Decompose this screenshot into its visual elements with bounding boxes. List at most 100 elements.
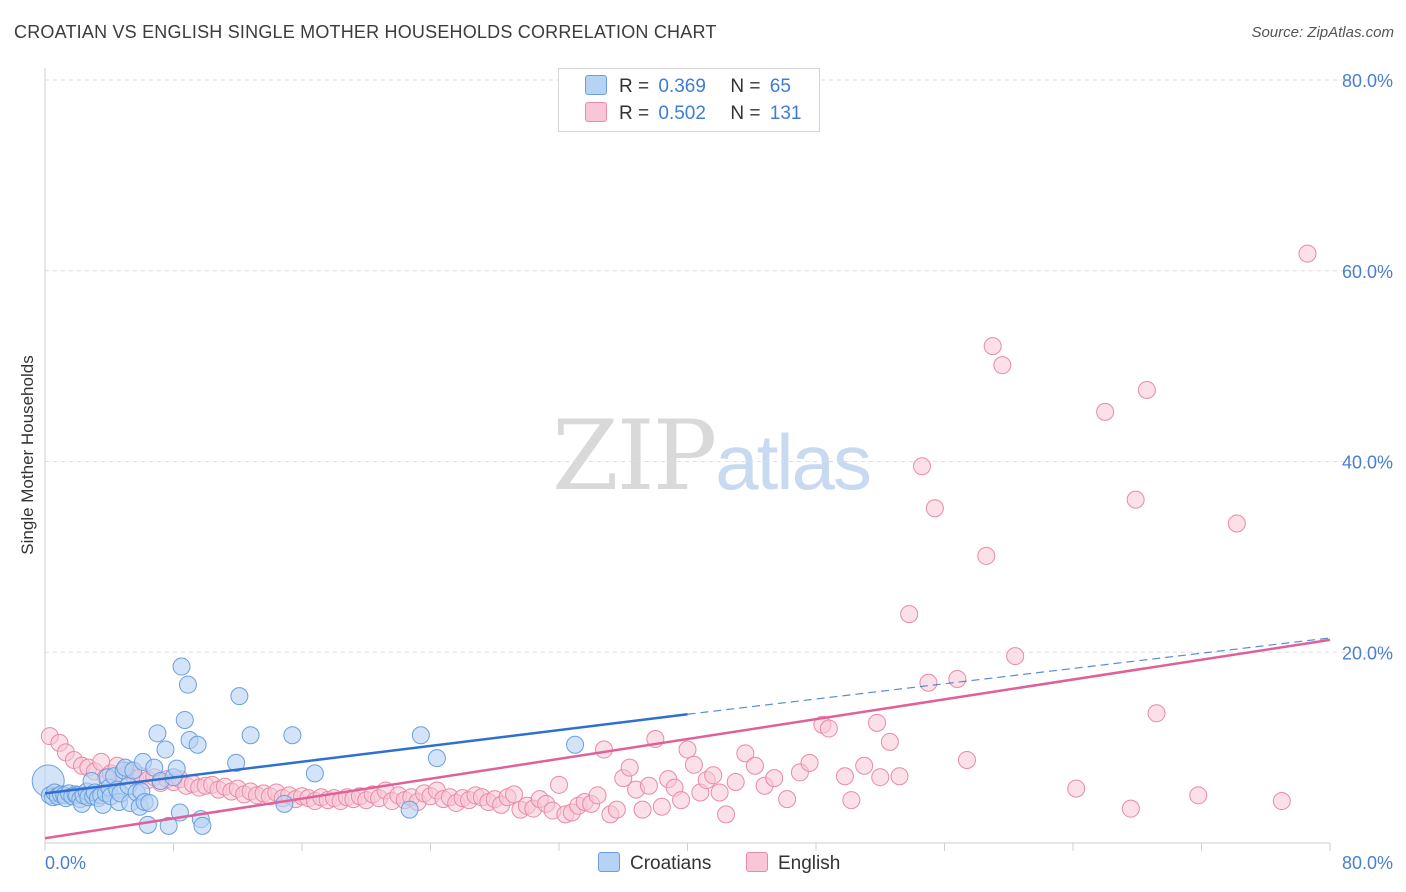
- croatian-point: [230, 687, 249, 706]
- english-legend-label: English: [778, 853, 841, 874]
- croatian-point: [148, 724, 167, 743]
- croatian-point: [175, 710, 194, 729]
- english-point: [765, 769, 784, 788]
- croatian-point: [241, 726, 260, 745]
- y-tick-label: 80.0%: [1342, 71, 1393, 91]
- croatian-point: [400, 800, 419, 819]
- english-point: [957, 751, 976, 770]
- english-point: [855, 756, 874, 775]
- english-point: [835, 767, 854, 786]
- english-point: [919, 673, 938, 692]
- english-point: [639, 776, 658, 795]
- croatian-point: [188, 735, 207, 754]
- croatian-point: [138, 815, 157, 834]
- croatian-point: [167, 759, 186, 778]
- legend-row-croatians: R = 0.369 N = 65: [585, 75, 791, 99]
- tick-labels: 20.0% 40.0% 60.0% 80.0% 0.0% 80.0%: [45, 71, 1393, 873]
- english-point: [900, 605, 919, 624]
- croatian-point: [140, 793, 159, 812]
- english-point: [550, 775, 568, 794]
- croatians-n-label: N =: [730, 76, 761, 97]
- croatian-point: [283, 726, 302, 745]
- english-point: [710, 783, 729, 802]
- croatian-point: [305, 764, 324, 783]
- source-credit: Source: ZipAtlas.com: [1251, 24, 1394, 41]
- english-point: [745, 756, 764, 775]
- english-r-value: 0.502: [658, 103, 706, 124]
- english-n-value: 131: [769, 103, 802, 124]
- english-point: [1121, 799, 1140, 818]
- y-tick-label: 40.0%: [1342, 453, 1393, 473]
- croatian-point: [172, 657, 191, 676]
- english-point: [1067, 779, 1086, 798]
- trend-lines: [44, 637, 1331, 840]
- english-point: [1137, 380, 1156, 399]
- english-point: [983, 337, 1002, 356]
- croatian-point: [159, 816, 178, 835]
- english-point: [1298, 244, 1317, 263]
- english-point: [672, 791, 691, 810]
- chart-title: CROATIAN VS ENGLISH SINGLE MOTHER HOUSEH…: [14, 22, 717, 42]
- english-point: [880, 732, 899, 751]
- english-point: [704, 766, 723, 785]
- legend-row-english: R = 0.502 N = 131: [585, 102, 801, 126]
- croatian-point: [193, 816, 212, 835]
- croatian-point: [227, 753, 246, 772]
- x-tick-label-min: 0.0%: [45, 853, 86, 873]
- english-point: [913, 457, 932, 476]
- english-point: [588, 786, 607, 805]
- y-tick-label: 60.0%: [1342, 262, 1393, 282]
- english-point: [948, 669, 967, 688]
- english-point: [1006, 647, 1025, 666]
- english-point: [726, 772, 745, 791]
- english-point: [607, 800, 626, 819]
- english-r-label: R =: [619, 103, 650, 124]
- croatian-trend-extension: [687, 637, 1331, 715]
- english-point: [717, 805, 736, 824]
- croatians-swatch: [585, 75, 607, 95]
- english-point: [993, 356, 1012, 375]
- english-legend-swatch: [746, 852, 768, 872]
- english-point: [1227, 514, 1246, 533]
- croatian-trend-line: [44, 713, 688, 795]
- english-point: [736, 744, 755, 763]
- english-point: [842, 791, 861, 810]
- english-points: [40, 244, 1317, 824]
- english-point: [594, 740, 613, 759]
- english-point: [800, 753, 819, 772]
- axes: [44, 68, 1331, 851]
- english-point: [620, 758, 639, 777]
- english-point: [819, 719, 838, 738]
- english-point: [652, 797, 671, 816]
- english-point: [678, 740, 697, 759]
- croatian-point: [411, 726, 430, 745]
- croatian-point: [427, 749, 446, 768]
- croatian-point: [178, 675, 197, 694]
- english-point: [1096, 402, 1115, 421]
- croatians-n-value: 65: [769, 76, 791, 97]
- english-point: [505, 785, 524, 804]
- english-point: [778, 790, 797, 809]
- x-tick-label-max: 80.0%: [1342, 853, 1393, 873]
- croatians-r-value: 0.369: [658, 76, 706, 97]
- croatians-legend-swatch: [598, 852, 620, 872]
- bottom-legend-english: English: [746, 852, 840, 875]
- correlation-legend: R = 0.369 N = 65 R = 0.502 N = 131: [558, 68, 820, 132]
- english-point: [684, 755, 703, 774]
- croatian-point: [275, 794, 294, 813]
- y-tick-label: 20.0%: [1342, 643, 1393, 663]
- english-trend-line: [44, 638, 1331, 840]
- english-point: [1189, 786, 1208, 805]
- english-n-label: N =: [730, 103, 761, 124]
- bottom-legend-croatians: Croatians: [598, 852, 711, 875]
- croatian-point: [156, 740, 175, 759]
- english-point: [633, 800, 652, 819]
- english-point: [977, 546, 996, 565]
- english-point: [1147, 704, 1166, 723]
- english-point: [871, 768, 890, 787]
- croatians-legend-label: Croatians: [630, 853, 712, 874]
- croatian-point: [566, 735, 585, 754]
- english-swatch: [585, 102, 607, 122]
- croatians-r-label: R =: [619, 76, 650, 97]
- english-point: [868, 713, 887, 732]
